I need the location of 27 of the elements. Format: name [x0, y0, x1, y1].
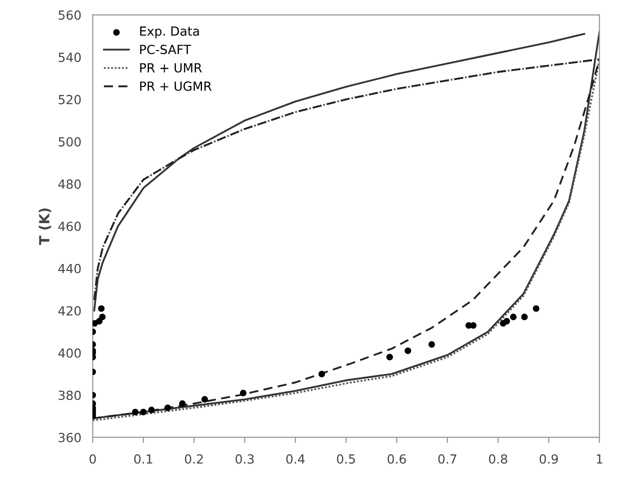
y-tick-label: 460: [58, 222, 81, 232]
x-tick-label: 0.4: [286, 454, 305, 464]
y-tick-label: 420: [58, 306, 81, 316]
legend-label: PC-SAFT: [140, 44, 192, 54]
y-tick-label: 360: [58, 432, 81, 442]
y-tick-label: 520: [58, 94, 81, 104]
legend-label: Exp. Data: [140, 26, 199, 38]
x-tick-label: 0.7: [438, 454, 456, 464]
y-tick-label: 480: [58, 179, 81, 189]
x-tick-label: 1: [596, 454, 602, 464]
y-axis-title: T (K): [38, 208, 52, 245]
x-tick-label: 0.6: [388, 454, 406, 464]
y-tick-label: 560: [58, 10, 81, 20]
x-tick-label: 0.5: [336, 454, 355, 464]
x-tick-label: 0: [90, 454, 96, 464]
x-tick-label: 0.1: [134, 454, 152, 464]
y-tick-label: 440: [58, 264, 81, 274]
y-tick-label: 500: [58, 137, 81, 147]
legend-label: PR + UMR: [140, 63, 202, 73]
x-tick-label: 0.2: [184, 454, 203, 464]
legend-label: PR + UGMR: [140, 81, 212, 91]
y-tick-label: 400: [58, 348, 81, 358]
x-tick-label: 0.8: [488, 454, 508, 464]
y-tick-label: 380: [58, 390, 81, 400]
y-tick-label: 540: [58, 52, 81, 62]
x-tick-label: 0.3: [236, 454, 254, 464]
x-tick-label: 0.9: [540, 454, 558, 464]
